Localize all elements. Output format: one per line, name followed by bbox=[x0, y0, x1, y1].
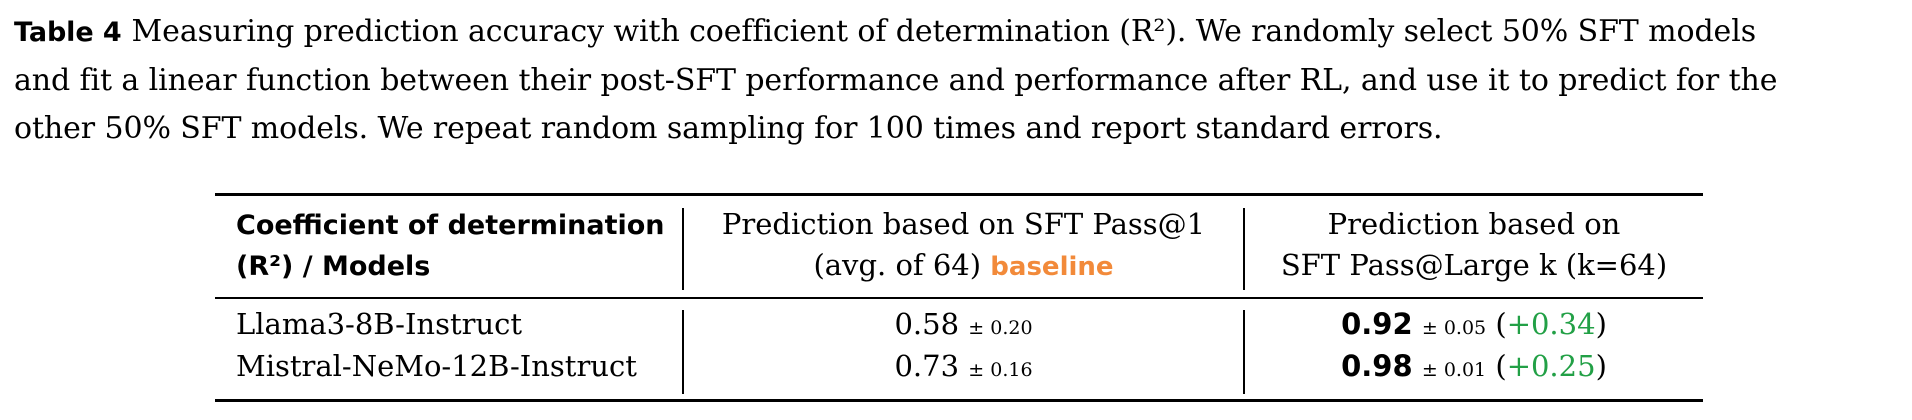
header-column-divider-2 bbox=[1243, 208, 1245, 290]
row-1-baseline-error: ± 0.20 bbox=[968, 317, 1033, 339]
row-1-baseline: 0.58 ± 0.20 bbox=[684, 307, 1243, 341]
row-2-baseline-error: ± 0.16 bbox=[968, 359, 1033, 381]
row-2-pred-value: 0.98 bbox=[1341, 349, 1413, 383]
table-header-rule bbox=[215, 297, 1703, 299]
baseline-tag: baseline bbox=[990, 252, 1114, 282]
row-1-gain: +0.34 bbox=[1506, 307, 1596, 341]
row-2-pred-error: ± 0.01 bbox=[1421, 359, 1487, 381]
row-2-model: Mistral-NeMo-12B-Instruct bbox=[236, 349, 637, 383]
table-top-rule bbox=[215, 193, 1703, 196]
header-column-divider-1 bbox=[682, 208, 684, 290]
caption-text-1: Measuring prediction accuracy with coeff… bbox=[131, 14, 1757, 49]
header-col1-line2: (R²) / Models bbox=[236, 251, 431, 282]
header-col3-line2: SFT Pass@Large k (k=64) bbox=[1280, 248, 1668, 282]
body-column-divider-2 bbox=[1243, 310, 1245, 394]
row-2-baseline-value: 0.73 bbox=[894, 349, 960, 383]
row-2-prediction: 0.98 ± 0.01 (+0.25) bbox=[1341, 349, 1607, 383]
caption-label: Table 4 bbox=[14, 17, 122, 48]
header-col2-line1: Prediction based on SFT Pass@1 bbox=[721, 207, 1206, 241]
row-1-model: Llama3-8B-Instruct bbox=[236, 307, 523, 341]
row-1-pred-value: 0.92 bbox=[1341, 307, 1413, 341]
caption-line-1: Table 4 Measuring prediction accuracy wit… bbox=[14, 8, 1904, 57]
row-2-baseline: 0.73 ± 0.16 bbox=[684, 349, 1243, 383]
table-bottom-rule bbox=[215, 399, 1703, 402]
row-2-gain: +0.25 bbox=[1506, 349, 1596, 383]
table-caption: Table 4 Measuring prediction accuracy wit… bbox=[14, 8, 1904, 153]
header-col2-line2: (avg. of 64) baseline bbox=[684, 248, 1243, 282]
caption-line-2: and fit a linear function between their … bbox=[14, 63, 1778, 98]
body-column-divider-1 bbox=[682, 310, 684, 394]
header-col1-line1: Coefficient of determination bbox=[236, 210, 665, 241]
row-1-prediction: 0.92 ± 0.05 (+0.34) bbox=[1341, 307, 1607, 341]
row-1-baseline-value: 0.58 bbox=[894, 307, 960, 341]
header-col2-avg: (avg. of 64) bbox=[813, 248, 982, 282]
caption-line-3: other 50% SFT models. We repeat random s… bbox=[14, 111, 1443, 146]
row-1-pred-error: ± 0.05 bbox=[1421, 317, 1487, 339]
header-col3-line1: Prediction based on bbox=[1327, 207, 1621, 241]
